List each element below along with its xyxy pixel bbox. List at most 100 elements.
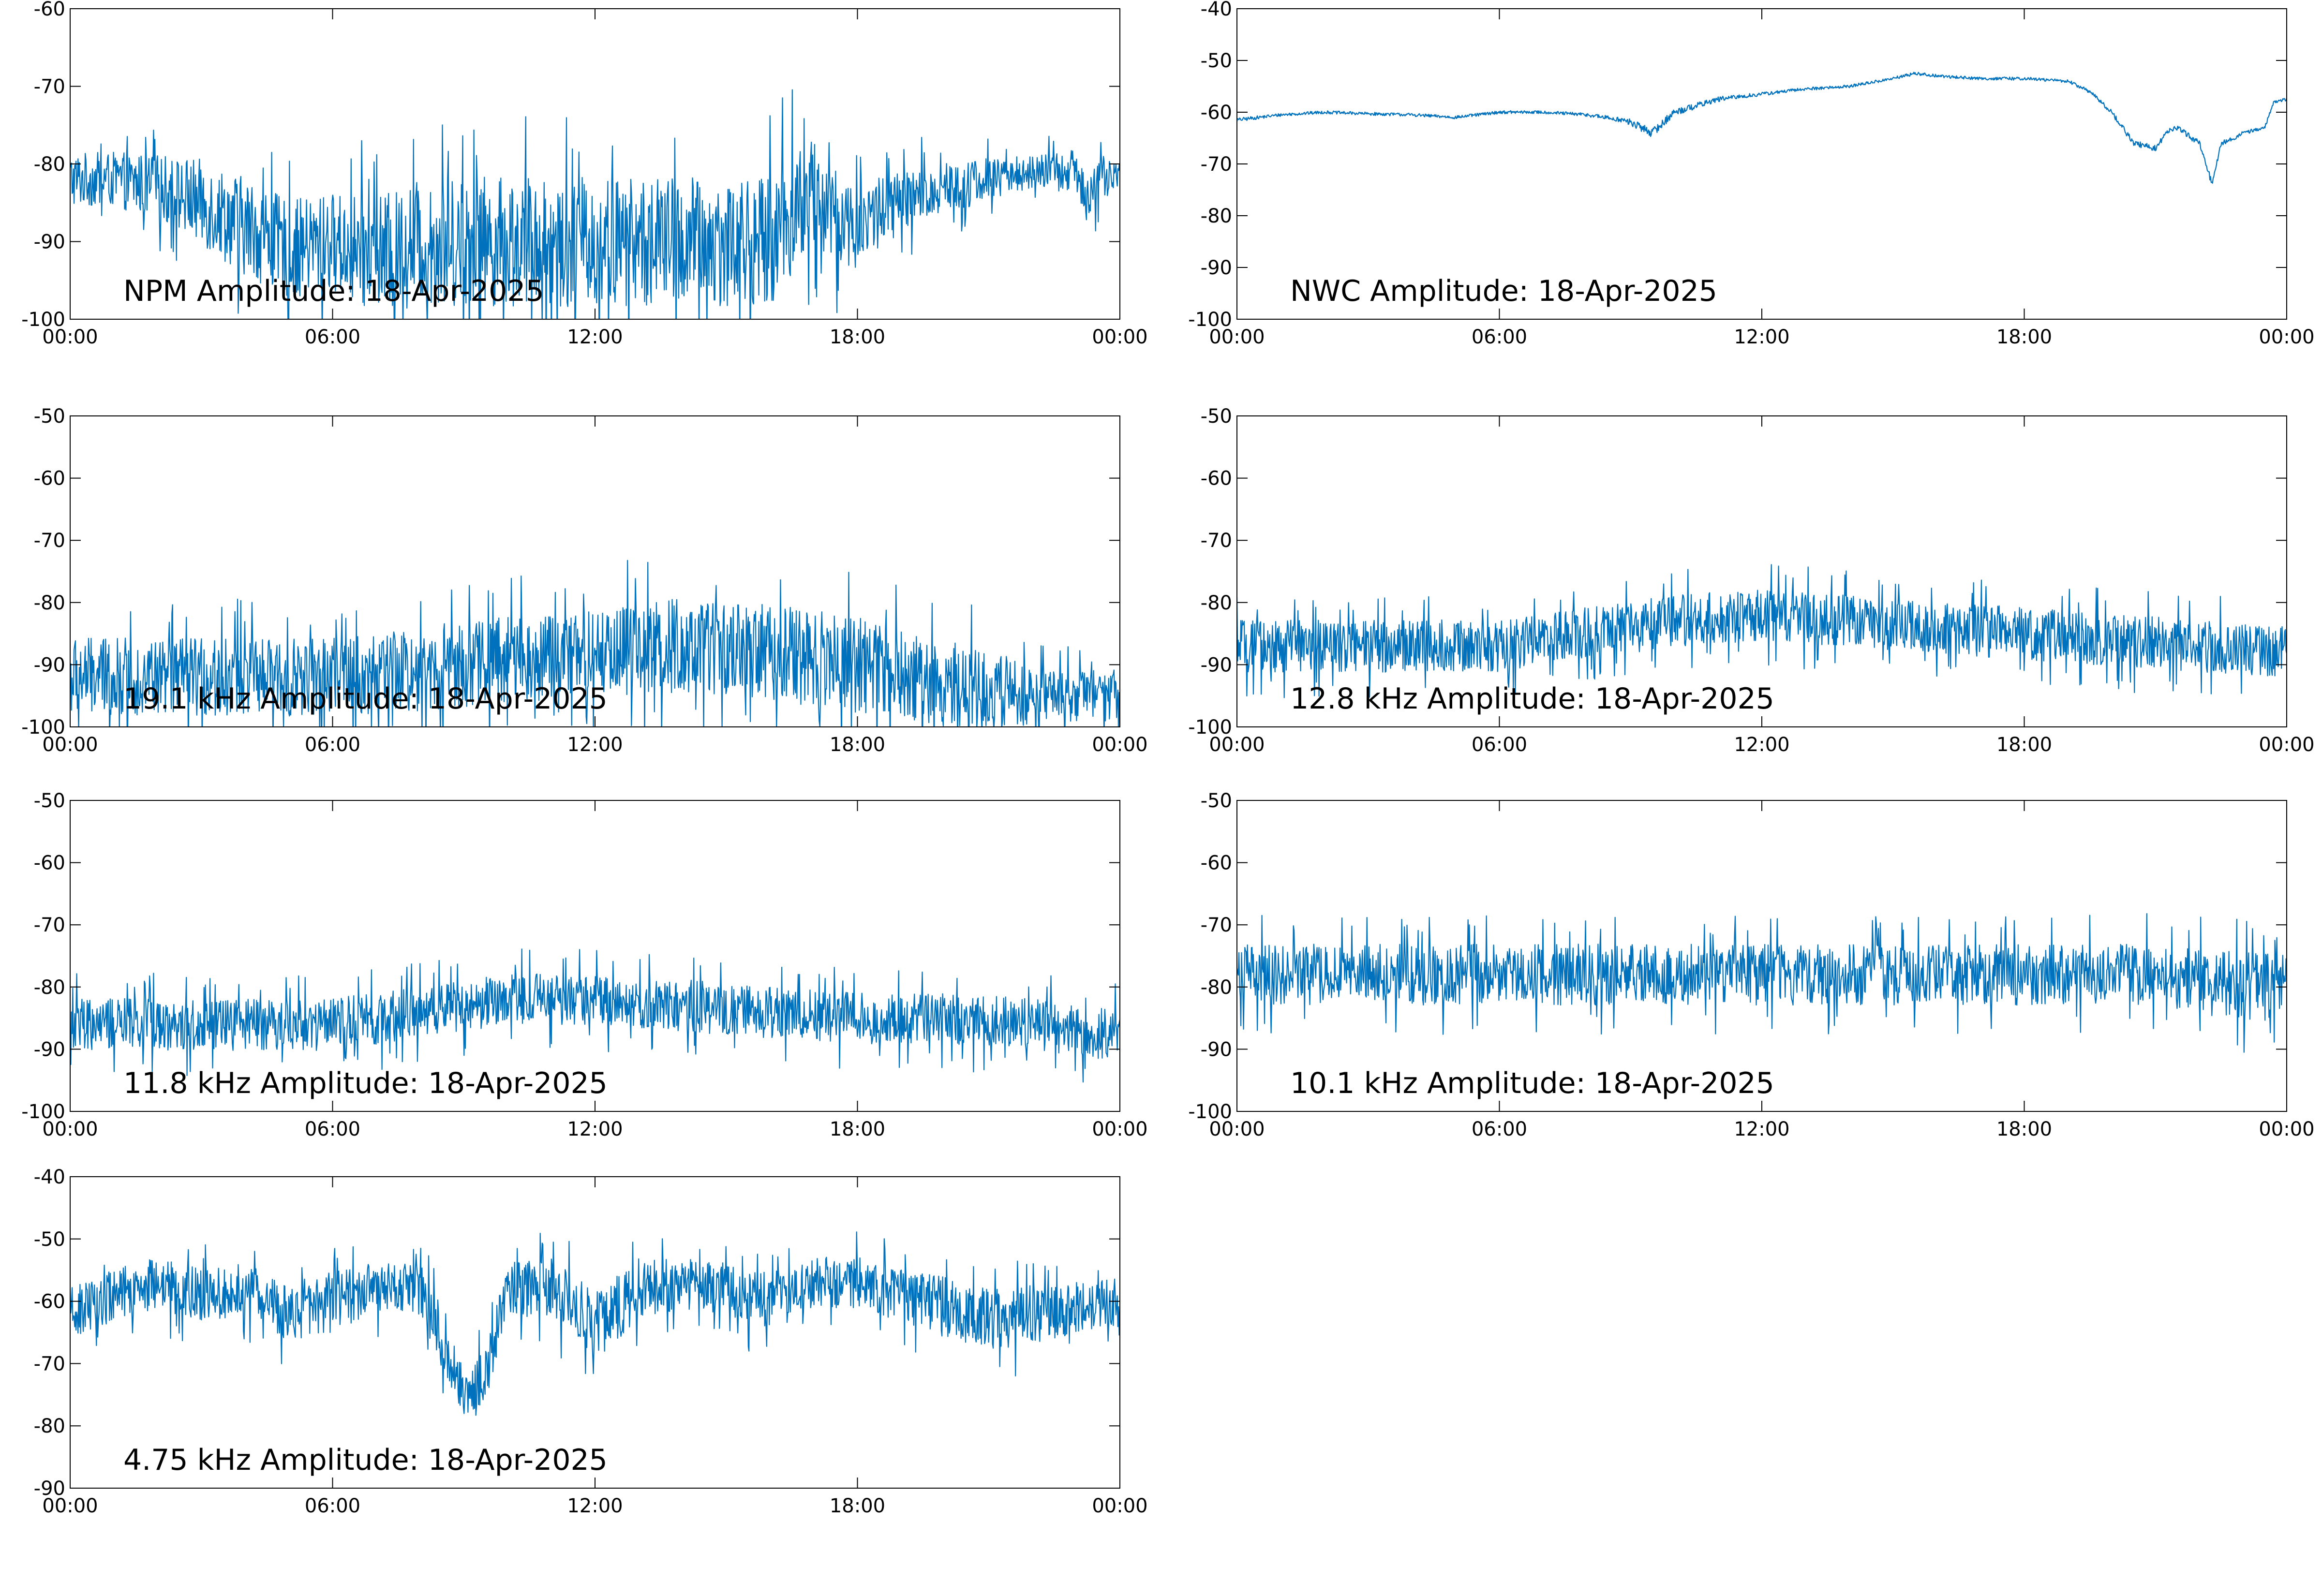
x-tick-label: 18:00 (830, 734, 885, 756)
panel-title: 4.75 kHz Amplitude: 18-Apr-2025 (123, 1443, 608, 1477)
y-tick-label: -70 (1201, 153, 1232, 176)
y-tick-label: -100 (21, 716, 65, 739)
chart-panel-5: 00:00 06:00 12:00 18:00 00:00-100-90-80-70-6… (21, 790, 1147, 1140)
y-tick-label: -90 (34, 1038, 65, 1061)
y-tick-label: -70 (34, 530, 65, 552)
x-tick-label: 00:00 (1209, 734, 1265, 756)
y-tick-label: -50 (34, 1228, 65, 1251)
x-tick-label: 00:00 (1092, 734, 1147, 756)
series-line (70, 948, 1120, 1083)
x-tick-label: 06:00 (305, 1495, 360, 1517)
y-tick-label: -40 (1201, 0, 1232, 20)
y-tick-label: -90 (34, 654, 65, 676)
x-tick-label: 00:00 (2259, 326, 2314, 348)
x-tick-label: 12:00 (567, 1118, 623, 1140)
y-tick-label: -80 (34, 153, 65, 176)
x-tick-label: 18:00 (1996, 1118, 2052, 1140)
series-line (1237, 913, 2287, 1053)
x-tick-label: 00:00 (1092, 1118, 1147, 1140)
y-tick-label: -100 (1188, 1101, 1232, 1123)
y-tick-label: -90 (34, 1478, 65, 1500)
x-tick-label: 06:00 (305, 734, 360, 756)
panel-title: 11.8 kHz Amplitude: 18-Apr-2025 (123, 1066, 608, 1100)
axes-frame (1236, 415, 2287, 727)
panel-title: 19.1 kHz Amplitude: 18-Apr-2025 (123, 682, 608, 716)
x-tick-label: 12:00 (567, 734, 623, 756)
chart-panel-1: 00:00 06:00 12:00 18:00 00:00-100-90-80-70-6… (21, 0, 1147, 348)
chart-panel-2: 00:00 06:00 12:00 18:00 00:00-100-90-80-70-6… (1188, 0, 2314, 348)
x-tick-label: 00:00 (1092, 326, 1147, 348)
chart-panel-7: 00:00 06:00 12:00 18:00 00:00-90-80-70-60-50… (34, 1166, 1148, 1517)
y-tick-label: -60 (1201, 852, 1232, 874)
y-tick-label: -60 (1201, 102, 1232, 124)
x-tick-label: 18:00 (830, 1495, 885, 1517)
y-tick-label: -80 (1201, 205, 1232, 227)
y-tick-label: -60 (34, 1291, 65, 1313)
y-tick-label: -100 (21, 1101, 65, 1123)
x-tick-label: 18:00 (1996, 734, 2052, 756)
panel-title: NWC Amplitude: 18-Apr-2025 (1290, 274, 1717, 308)
series-line (1237, 564, 2287, 698)
series-line (70, 89, 1120, 319)
y-tick-label: -50 (34, 405, 65, 428)
panel-title: NPM Amplitude: 18-Apr-2025 (123, 274, 544, 308)
y-tick-label: -50 (1201, 405, 1232, 428)
y-tick-label: -60 (34, 0, 65, 20)
y-tick-label: -80 (34, 592, 65, 614)
x-tick-label: 12:00 (1734, 326, 1789, 348)
x-tick-label: 06:00 (1472, 1118, 1527, 1140)
x-tick-label: 06:00 (1472, 734, 1527, 756)
axes-frame (70, 800, 1120, 1112)
y-tick-label: -60 (34, 468, 65, 490)
x-tick-label: 06:00 (305, 326, 360, 348)
x-tick-label: 06:00 (305, 1118, 360, 1140)
y-tick-label: -100 (1188, 309, 1232, 331)
y-tick-label: -100 (1188, 716, 1232, 739)
x-tick-label: 12:00 (1734, 1118, 1789, 1140)
panel-title: 12.8 kHz Amplitude: 18-Apr-2025 (1290, 682, 1774, 716)
y-tick-label: -70 (34, 76, 65, 98)
series-line (70, 560, 1120, 727)
x-tick-label: 18:00 (830, 1118, 885, 1140)
x-tick-label: 00:00 (1209, 1118, 1265, 1140)
x-tick-label: 12:00 (1734, 734, 1789, 756)
y-tick-label: -70 (1201, 530, 1232, 552)
y-tick-label: -80 (34, 1415, 65, 1437)
x-tick-label: 00:00 (2259, 1118, 2314, 1140)
y-tick-label: -50 (1201, 50, 1232, 72)
x-tick-label: 00:00 (42, 1118, 98, 1140)
y-tick-label: -60 (34, 852, 65, 874)
y-tick-label: -80 (1201, 592, 1232, 614)
y-tick-label: -100 (21, 309, 65, 331)
y-tick-label: -90 (1201, 1038, 1232, 1061)
panel-title: 10.1 kHz Amplitude: 18-Apr-2025 (1290, 1066, 1774, 1100)
chart-panel-4: 00:00 06:00 12:00 18:00 00:00-100-90-80-70-6… (1188, 405, 2314, 756)
y-tick-label: -50 (34, 790, 65, 812)
x-tick-label: 00:00 (1209, 326, 1265, 348)
x-tick-label: 06:00 (1472, 326, 1527, 348)
y-tick-label: -90 (1201, 654, 1232, 676)
x-tick-label: 00:00 (42, 326, 98, 348)
x-tick-label: 18:00 (1996, 326, 2052, 348)
chart-panel-3: 00:00 06:00 12:00 18:00 00:00-100-90-80-70-6… (21, 405, 1147, 756)
axes-frame (1236, 8, 2287, 320)
y-tick-label: -50 (1201, 790, 1232, 812)
x-tick-label: 00:00 (42, 734, 98, 756)
series-line (1237, 72, 2287, 184)
y-tick-label: -90 (1201, 257, 1232, 279)
x-tick-label: 18:00 (830, 326, 885, 348)
y-tick-label: -80 (1201, 976, 1232, 999)
x-tick-label: 12:00 (567, 326, 623, 348)
x-tick-label: 00:00 (1092, 1495, 1147, 1517)
series-line (70, 1231, 1120, 1416)
y-tick-label: -70 (1201, 914, 1232, 936)
x-tick-label: 12:00 (567, 1495, 623, 1517)
y-tick-label: -80 (34, 976, 65, 999)
y-tick-label: -40 (34, 1166, 65, 1188)
y-tick-label: -70 (34, 1353, 65, 1375)
y-tick-label: -90 (34, 231, 65, 253)
x-tick-label: 00:00 (42, 1495, 98, 1517)
x-tick-label: 00:00 (2259, 734, 2314, 756)
y-tick-label: -60 (1201, 468, 1232, 490)
